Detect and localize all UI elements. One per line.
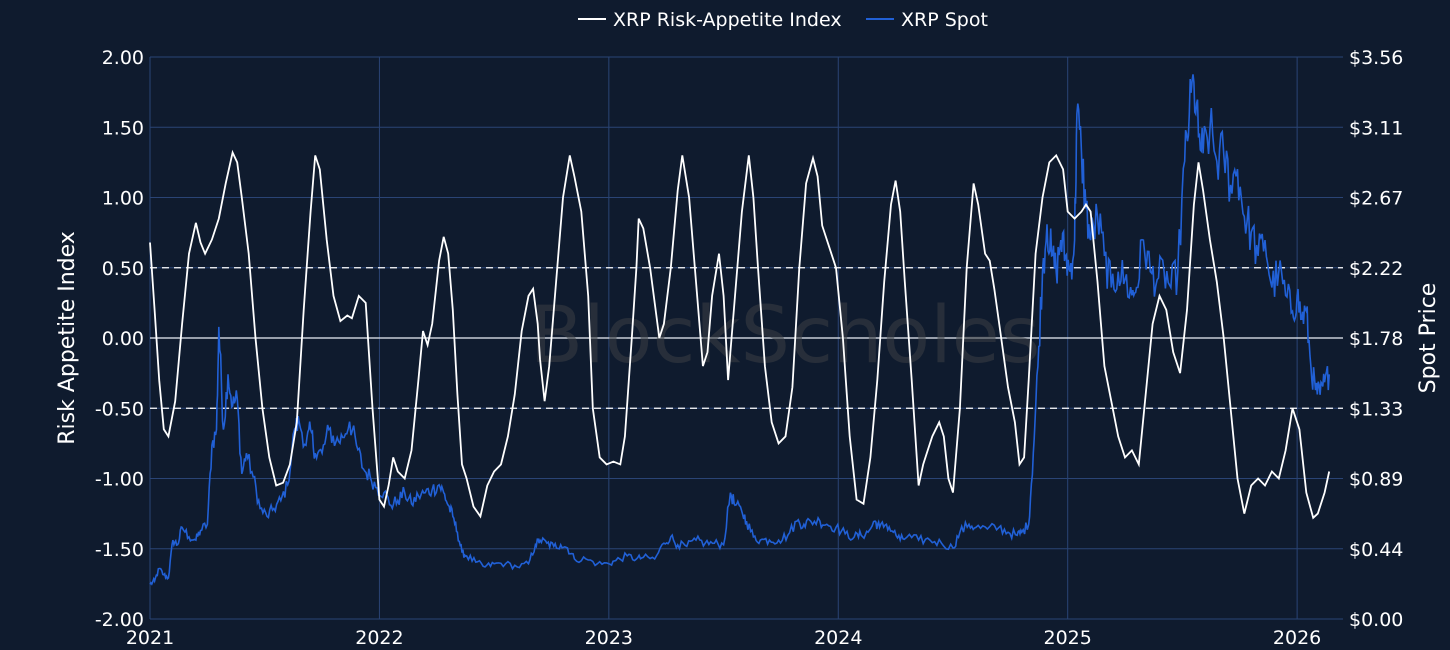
y-left-tick-label: 1.50 <box>102 117 144 139</box>
legend: XRP Risk-Appetite Index XRP Spot <box>578 9 988 31</box>
y-right-tick-label: $3.11 <box>1349 117 1403 139</box>
y-left-tick-label: 2.00 <box>102 47 144 69</box>
y-axis-right-ticks: $3.56 $3.11 $2.67 $2.22 $1.78 $1.33 $0.89 $0.44… <box>1349 47 1403 631</box>
x-tick-label: 2024 <box>814 627 862 649</box>
y-axis-left-ticks: 2.00 1.50 1.00 0.50 0.00 -0.50 -1.00 -1.50 -2.00 <box>95 47 144 631</box>
y-right-tick-label: $1.78 <box>1349 328 1403 350</box>
y-right-tick-label: $0.00 <box>1349 609 1403 631</box>
x-tick-label: 2025 <box>1044 627 1092 649</box>
y-right-tick-label: $0.44 <box>1349 539 1403 561</box>
x-axis-ticks: 2021 2022 2023 2024 2025 2026 <box>126 627 1321 649</box>
series-layer <box>149 74 1331 586</box>
watermark: BlockScholes <box>530 291 1041 381</box>
y-right-tick-label: $3.56 <box>1349 47 1403 69</box>
y-left-tick-label: -2.00 <box>95 609 144 631</box>
y-left-tick-label: 0.50 <box>102 258 144 280</box>
y-right-tick-label: $2.67 <box>1349 188 1403 210</box>
y-left-tick-label: -0.50 <box>95 398 144 420</box>
x-tick-label: 2026 <box>1273 627 1321 649</box>
x-tick-label: 2023 <box>585 627 633 649</box>
y-right-tick-label: $2.22 <box>1349 258 1403 280</box>
y-left-tick-label: 1.00 <box>102 188 144 210</box>
y-right-tick-label: $0.89 <box>1349 469 1403 491</box>
y-right-tick-label: $1.33 <box>1349 398 1403 420</box>
y-left-tick-label: -1.00 <box>95 469 144 491</box>
legend-label-risk-index: XRP Risk-Appetite Index <box>613 9 842 31</box>
reference-lines <box>150 267 1343 409</box>
series-line-xrp-spot <box>149 74 1330 586</box>
legend-label-spot: XRP Spot <box>901 9 988 31</box>
y-left-tick-label: 0.00 <box>102 328 144 350</box>
series-line-xrp-risk-appetite-index <box>149 149 1331 520</box>
y-axis-right-title: Spot Price <box>1416 283 1441 394</box>
y-left-tick-label: -1.50 <box>95 539 144 561</box>
y-axis-left-title: Risk Appetite Index <box>55 231 80 445</box>
x-tick-label: 2022 <box>355 627 403 649</box>
x-tick-label: 2021 <box>126 627 174 649</box>
